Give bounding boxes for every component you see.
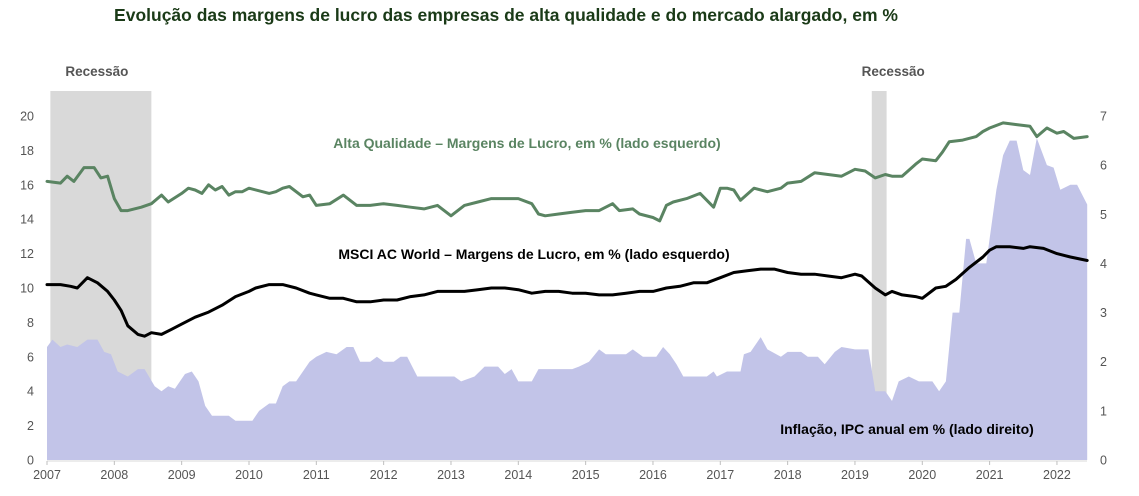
y-left-tick-10: 10 bbox=[20, 282, 34, 296]
x-tick-label-2018: 2018 bbox=[774, 468, 802, 482]
series-inflation-area bbox=[47, 138, 1088, 460]
recession-band-1 bbox=[871, 91, 887, 460]
y-right-tick-2: 2 bbox=[1100, 355, 1107, 369]
inflation-area-layer bbox=[47, 138, 1088, 460]
y-right-tick-6: 6 bbox=[1100, 159, 1107, 173]
margin-lines-layer bbox=[45, 121, 1089, 338]
x-tick-label-2022: 2022 bbox=[1043, 468, 1071, 482]
annotation-high-quality: Alta Qualidade – Margens de Lucro, em % … bbox=[333, 135, 720, 151]
left-axis-ticks: 0 2 4 6 8 10 12 14 16 18 20 bbox=[20, 110, 34, 468]
x-tick-label-2019: 2019 bbox=[841, 468, 869, 482]
y-left-tick-16: 16 bbox=[20, 178, 34, 192]
annotation-inflation: Inflação, IPC anual em % (lado direito) bbox=[780, 421, 1034, 437]
x-tick-label-2013: 2013 bbox=[437, 468, 465, 482]
y-left-tick-2: 2 bbox=[27, 419, 34, 433]
x-tick-label-2020: 2020 bbox=[908, 468, 936, 482]
x-tick-label-2009: 2009 bbox=[168, 468, 196, 482]
chart-title: Evolução das margens de lucro das empres… bbox=[114, 5, 898, 25]
y-left-tick-0: 0 bbox=[27, 454, 34, 468]
y-right-tick-5: 5 bbox=[1100, 208, 1107, 222]
x-tick-label-2015: 2015 bbox=[572, 468, 600, 482]
y-left-tick-18: 18 bbox=[20, 144, 34, 158]
y-left-tick-4: 4 bbox=[27, 385, 34, 399]
y-right-tick-3: 3 bbox=[1100, 306, 1107, 320]
x-tick-label-2012: 2012 bbox=[370, 468, 398, 482]
x-axis-ticks: 2007 2008 2009 2010 2011 2012 2013 2014 2015 2016… bbox=[33, 461, 1071, 482]
y-right-tick-7: 7 bbox=[1100, 110, 1107, 124]
y-left-tick-12: 12 bbox=[20, 247, 34, 261]
y-left-tick-14: 14 bbox=[20, 213, 34, 227]
y-right-tick-0: 0 bbox=[1100, 454, 1107, 468]
recession-label-0: Recessão bbox=[65, 64, 128, 79]
x-tick-label-2008: 2008 bbox=[100, 468, 128, 482]
x-tick-label-2017: 2017 bbox=[706, 468, 734, 482]
annotation-msci-world: MSCI AC World – Margens de Lucro, em % (… bbox=[338, 246, 729, 262]
y-left-tick-8: 8 bbox=[27, 316, 34, 330]
x-tick-label-2011: 2011 bbox=[303, 468, 330, 482]
x-tick-label-2016: 2016 bbox=[639, 468, 667, 482]
y-left-tick-20: 20 bbox=[20, 110, 34, 124]
x-tick-label-2010: 2010 bbox=[235, 468, 263, 482]
x-tick-label-2007: 2007 bbox=[33, 468, 61, 482]
right-axis-ticks: 0 1 2 3 4 5 6 7 bbox=[1100, 110, 1107, 468]
y-right-tick-1: 1 bbox=[1100, 404, 1107, 418]
series-msci-world-line bbox=[45, 245, 1089, 338]
y-left-tick-6: 6 bbox=[27, 350, 34, 364]
recession-label-1: Recessão bbox=[862, 64, 925, 79]
y-right-tick-4: 4 bbox=[1100, 257, 1107, 271]
x-tick-label-2021: 2021 bbox=[976, 468, 1004, 482]
x-tick-label-2014: 2014 bbox=[504, 468, 532, 482]
